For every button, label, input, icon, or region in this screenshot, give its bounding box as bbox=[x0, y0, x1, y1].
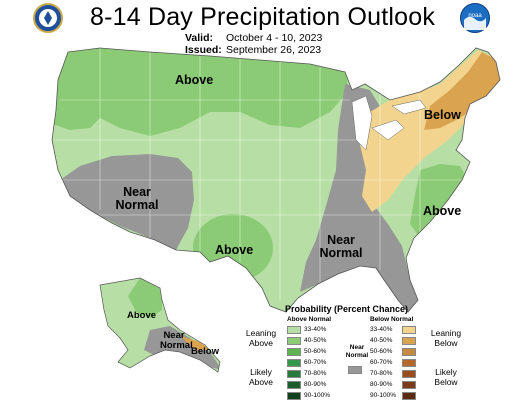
legend-above-bin-label: 33-40% bbox=[304, 326, 327, 333]
state-lines bbox=[55, 48, 470, 300]
label-south-above: Above bbox=[215, 243, 254, 257]
label-alaska-near-line2: Normal bbox=[160, 340, 193, 351]
label-west-near: Near Normal bbox=[112, 186, 162, 212]
alaska-below bbox=[180, 336, 210, 350]
label-southeast-near-line2: Normal bbox=[319, 246, 363, 260]
legend-above-bin-swatch bbox=[287, 348, 301, 356]
east-near-normal bbox=[300, 84, 418, 312]
likely-below-line1: Likely bbox=[435, 367, 457, 377]
legend-below-bin-label: 80-90% bbox=[370, 381, 393, 388]
legend-below-bin-label: 60-70% bbox=[370, 359, 393, 366]
north-above-4050 bbox=[52, 48, 348, 136]
legend-leaning-below: Leaning Below bbox=[425, 328, 467, 348]
near-header-line1: Near bbox=[349, 344, 365, 351]
legend-above-bin-label: 70-80% bbox=[304, 370, 327, 377]
legend-above-bin-label: 40-50% bbox=[304, 337, 327, 344]
valid-value: October 4 - 10, 2023 bbox=[226, 32, 323, 44]
likely-below-line2: Below bbox=[434, 377, 458, 387]
legend-below-bin-swatch bbox=[402, 359, 416, 367]
legend-above-bin-swatch bbox=[287, 392, 301, 400]
northeast-below-4050 bbox=[424, 52, 500, 130]
department-of-commerce-seal bbox=[33, 3, 63, 33]
legend-above-bin-label: 60-70% bbox=[304, 359, 327, 366]
issued-value: September 26, 2023 bbox=[226, 44, 322, 56]
legend-above-bin-label: 90-100% bbox=[304, 392, 331, 399]
legend-below-bin-label: 70-80% bbox=[370, 370, 393, 377]
label-southeast-near: Near Normal bbox=[316, 234, 366, 260]
legend-above-bin-swatch bbox=[287, 370, 301, 378]
legend-above-bin-swatch bbox=[287, 359, 301, 367]
leaning-below-line1: Leaning bbox=[430, 328, 462, 338]
label-west-near-line2: Normal bbox=[115, 198, 159, 212]
near-header-line2: Normal bbox=[345, 352, 369, 359]
legend-below-bin-label: 90-100% bbox=[370, 392, 397, 399]
label-west-near-line1: Near bbox=[123, 185, 151, 199]
legend: Probability (Percent Chance) Above Norma… bbox=[240, 300, 525, 405]
label-alaska-below: Below bbox=[191, 346, 219, 357]
legend-above-bin-swatch bbox=[287, 326, 301, 334]
leaning-above-line1: Leaning bbox=[245, 328, 277, 338]
valid-label: Valid: bbox=[185, 32, 214, 44]
likely-above-line2: Above bbox=[248, 377, 274, 387]
legend-below-bin-label: 40-50% bbox=[370, 337, 393, 344]
legend-below-header: Below Normal bbox=[370, 316, 414, 323]
label-north-above: Above bbox=[175, 73, 214, 87]
legend-below-bin-swatch bbox=[402, 392, 416, 400]
issued-line: Issued: September 26, 2023 bbox=[185, 44, 321, 57]
east-above-4050 bbox=[410, 164, 468, 238]
leaning-above-line2: Above bbox=[248, 338, 274, 348]
label-alaska-near-line1: Near bbox=[163, 330, 185, 341]
label-northeast-below: Below bbox=[424, 108, 461, 122]
conus-outline bbox=[51, 47, 501, 313]
legend-leaning-above: Leaning Above bbox=[240, 328, 282, 348]
legend-above-bin-swatch bbox=[287, 337, 301, 345]
label-alaska-above: Above bbox=[127, 310, 157, 321]
legend-below-bin-swatch bbox=[402, 348, 416, 356]
leaning-below-line2: Below bbox=[434, 338, 458, 348]
legend-near-header: Near Normal bbox=[342, 344, 372, 360]
legend-below-bin-label: 33-40% bbox=[370, 326, 393, 333]
alaska-shading bbox=[100, 278, 220, 372]
legend-likely-above: Likely Above bbox=[240, 367, 282, 387]
legend-above-header: Above Normal bbox=[287, 316, 332, 323]
alaska-above-4050 bbox=[128, 278, 162, 318]
legend-below-bin-swatch bbox=[402, 381, 416, 389]
legend-above-bin-label: 80-90% bbox=[304, 381, 327, 388]
label-alaska-near: Near Normal bbox=[160, 330, 193, 351]
legend-below-bin-swatch bbox=[402, 337, 416, 345]
legend-above-bin-label: 50-60% bbox=[304, 348, 327, 355]
legend-title: Probability (Percent Chance) bbox=[285, 304, 409, 314]
alaska-outline bbox=[99, 277, 221, 373]
legend-near-swatch bbox=[348, 366, 362, 374]
legend-above-bin-swatch bbox=[287, 381, 301, 389]
label-east-above: Above bbox=[423, 204, 462, 218]
issued-label: Issued: bbox=[185, 44, 222, 56]
legend-below-bin-swatch bbox=[402, 370, 416, 378]
svg-text:noaa: noaa bbox=[468, 13, 482, 19]
label-southeast-near-line1: Near bbox=[327, 233, 355, 247]
west-near-normal bbox=[60, 154, 194, 250]
likely-above-line1: Likely bbox=[250, 367, 272, 377]
great-lakes bbox=[351, 95, 427, 151]
legend-likely-below: Likely Below bbox=[425, 367, 467, 387]
legend-below-bin-swatch bbox=[402, 326, 416, 334]
alaska-near-normal bbox=[144, 326, 220, 370]
valid-line: Valid: October 4 - 10, 2023 bbox=[185, 32, 322, 45]
legend-below-bin-label: 50-60% bbox=[370, 348, 393, 355]
page-title: 8-14 Day Precipitation Outlook bbox=[89, 3, 436, 31]
noaa-logo: noaa bbox=[460, 3, 490, 33]
